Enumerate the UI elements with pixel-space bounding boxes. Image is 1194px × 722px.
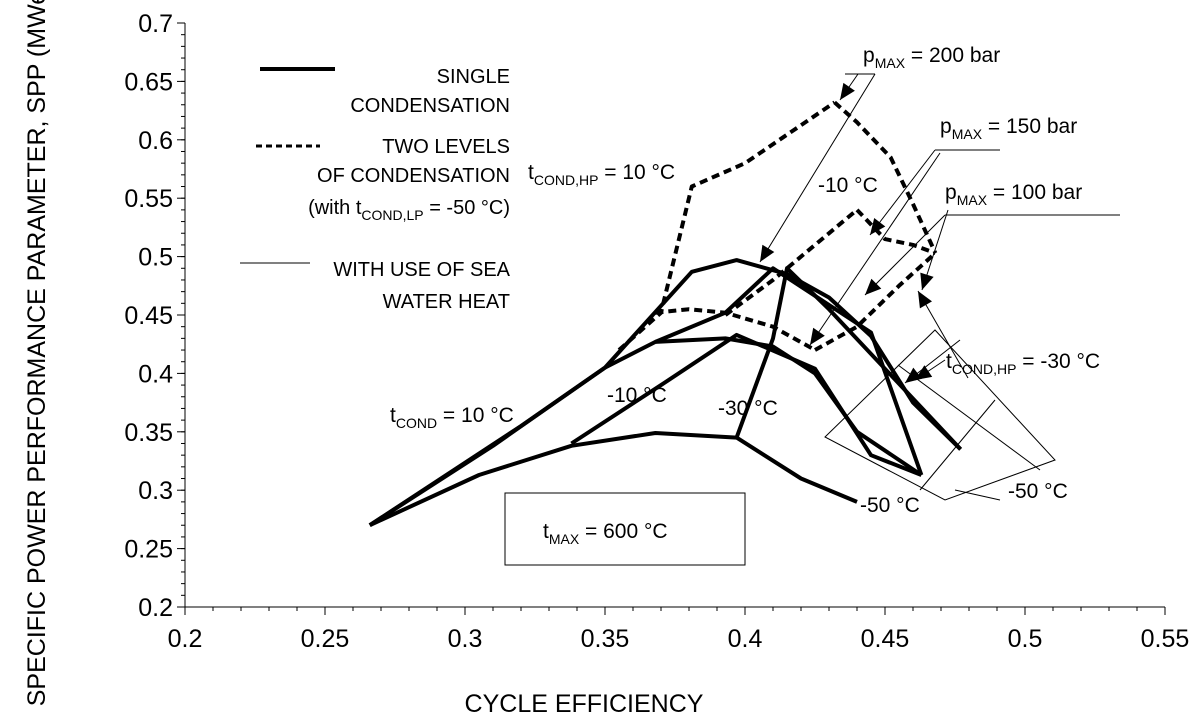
arrow-head [760,244,775,262]
legend-single-line2: CONDENSATION [350,95,510,117]
tmax-label: tMAX = 600 °C [543,520,668,547]
pmax200-post: = 200 bar [905,44,1000,67]
tmax-box [504,492,746,566]
y-tick-label: 0.5 [138,244,173,272]
pmax150-pre: p [940,115,952,138]
tcond10-post: = 10 °C [437,404,514,427]
tmax-sub: MAX [549,531,580,547]
pmax-200-label: pMAX = 200 bar [863,44,1000,71]
y-tick-label: 0.55 [124,185,173,213]
y-axis-title: SPECIFIC POWER PERFORMANCE PARAMETER, SP… [23,0,51,706]
leader-line [919,399,996,491]
arrow-head [810,327,825,345]
tcond10-sub: COND [396,415,437,431]
legend-sea-water-line1: WITH USE OF SEA [333,259,510,281]
tmax-post: = 600 °C [579,520,667,543]
pmax200-sub: MAX [875,55,906,71]
pmax100-pre: p [945,181,957,204]
leader-line [864,214,946,296]
x-tick-label: 0.55 [1141,625,1190,653]
series-line-dashed [855,208,937,255]
pmax150-sub: MAX [952,126,983,142]
minus50-label-b: -50 °C [1008,480,1068,503]
minus10-label: -10 °C [607,384,667,407]
x-tick-label: 0.3 [448,625,483,653]
y-tick-label: 0.2 [138,594,173,622]
y-tick-label: 0.45 [124,302,173,330]
series-line-single [734,266,963,451]
legend-single-line1: SINGLE [437,66,510,88]
leader-line [869,149,936,236]
x-tick-label: 0.5 [1008,625,1043,653]
series-line-dashed [617,100,836,352]
leader-line [759,73,876,263]
tcondhpm30-sub: COND,HP [952,361,1017,377]
tcondhpm30-pre: t [946,350,952,373]
axes: 0.2 0.25 0.3 0.35 0.4 0.45 0.5 0.55 0.6 0.65 0.7 0.… [124,10,1189,653]
legend-note-tail: = -50 °C) [424,197,510,219]
pmax100-post: = 100 bar [987,181,1082,204]
hp-minus10-label: -10 °C [818,174,878,197]
x-tick-label: 0.45 [861,625,910,653]
series-line-dashed [814,251,937,352]
legend-note-pre: (with t [308,197,362,219]
tcond-10-label: tCOND = 10 °C [390,404,514,431]
tcondhp10-pre: t [528,161,534,184]
series-line-single [368,336,923,527]
tcond10-pre: t [390,404,396,427]
leader-line [917,290,969,379]
tcondhp10-sub: COND,HP [534,172,599,188]
series-line-dashed [655,307,816,352]
tcond-hp-minus30-label: tCOND,HP = -30 °C [946,350,1100,377]
series-group [368,100,963,528]
y-tick-label: 0.35 [124,419,173,447]
pmax-150-label: pMAX = 150 bar [940,115,1077,142]
series-line-single [368,431,858,528]
arrow-head [865,278,882,295]
annotation-arrows [759,73,1120,501]
y-tick-label: 0.25 [124,536,173,564]
x-axis-title: CYCLE EFFICIENCY [465,690,704,718]
arrow-head [918,291,932,309]
legend-two-levels-line1: TWO LEVELS [382,136,510,158]
y-tick-label: 0.7 [138,10,173,38]
tcondhp10-post: = 10 °C [598,161,675,184]
legend: SINGLE CONDENSATION TWO LEVELS OF CONDEN… [240,66,511,313]
series-line-single [654,266,924,476]
legend-sea-water-line2: WATER HEAT [383,291,510,313]
x-tick-label: 0.35 [581,625,630,653]
legend-note-sub: COND,LP [361,207,423,223]
x-tick-label: 0.4 [728,625,763,653]
x-tick-label: 0.25 [301,625,350,653]
tcond-hp-10-label: tCOND,HP = 10 °C [528,161,675,188]
x-tick-label: 0.2 [168,625,203,653]
legend-two-levels-note: (with tCOND,LP = -50 °C) [308,197,510,223]
series-line-dashed [724,208,859,317]
leader-line [897,364,1041,471]
arrow-head [870,218,886,235]
series-line-single [368,258,963,527]
y-tick-label: 0.65 [124,68,173,96]
tmax-pre: t [543,520,549,543]
leader-line [954,489,1001,501]
pmax100-sub: MAX [957,192,988,208]
y-tick-label: 0.4 [138,360,173,388]
minus30-label: -30 °C [718,397,778,420]
arrow-head [920,272,934,290]
legend-two-levels-line2: OF CONDENSATION [317,165,510,187]
pmax200-pre: p [863,44,875,67]
tcondhpm30-post: = -30 °C [1016,350,1100,373]
y-tick-label: 0.3 [138,477,173,505]
y-tick-label: 0.6 [138,127,173,155]
arrow-head [840,82,855,100]
pmax150-post: = 150 bar [982,115,1077,138]
pmax-100-label: pMAX = 100 bar [945,181,1082,208]
leader-line [809,152,941,346]
minus50-label-a: -50 °C [860,494,920,517]
series-line-single [570,332,923,477]
